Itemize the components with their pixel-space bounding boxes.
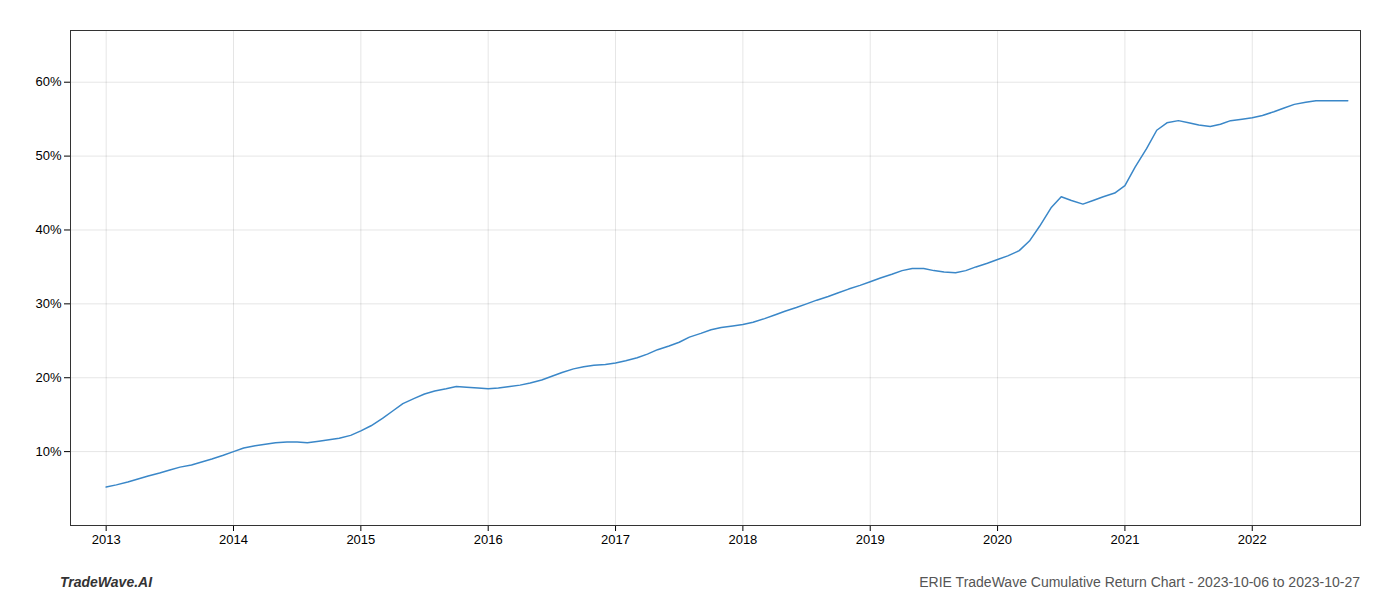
svg-text:60%: 60%: [35, 74, 61, 89]
svg-text:2021: 2021: [1110, 532, 1139, 547]
svg-text:2013: 2013: [92, 532, 121, 547]
svg-text:10%: 10%: [35, 444, 61, 459]
svg-text:2017: 2017: [601, 532, 630, 547]
svg-text:2016: 2016: [474, 532, 503, 547]
svg-text:2014: 2014: [219, 532, 248, 547]
svg-text:2020: 2020: [983, 532, 1012, 547]
svg-text:40%: 40%: [35, 222, 61, 237]
svg-text:20%: 20%: [35, 370, 61, 385]
svg-text:2022: 2022: [1238, 532, 1267, 547]
svg-text:2019: 2019: [856, 532, 885, 547]
html-text:ERIE TradeWave Cumulative Retu: ERIE TradeWave Cumulative Return Chart -…: [919, 574, 1360, 590]
html-text:TradeWave.AI: TradeWave.AI: [60, 574, 153, 590]
svg-text:2018: 2018: [728, 532, 757, 547]
svg-text:30%: 30%: [35, 296, 61, 311]
svg-text:50%: 50%: [35, 148, 61, 163]
svg-text:2015: 2015: [346, 532, 375, 547]
